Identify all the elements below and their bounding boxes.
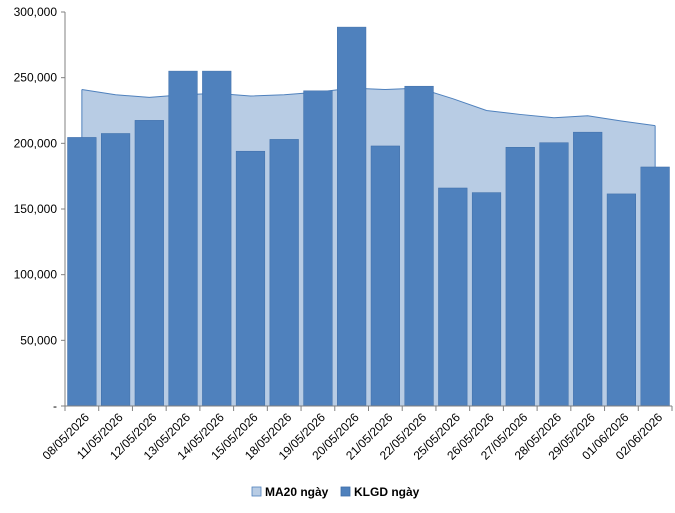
bar-14/05/2026 (202, 70, 232, 407)
legend-label-ma20: MA20 ngày (265, 485, 329, 499)
y-tick-label: 100,000 (14, 268, 58, 282)
bar-20/05/2026 (337, 26, 367, 407)
bar-22/05/2026 (404, 85, 434, 407)
bar-27/05/2026 (505, 147, 535, 407)
ma20-area-fill (81, 88, 656, 406)
bar-11/05/2026 (101, 133, 131, 407)
legend-swatch-ma20 (251, 486, 262, 497)
bar-25/05/2026 (438, 187, 468, 407)
bar-19/05/2026 (303, 90, 333, 407)
y-tick-label: 250,000 (14, 71, 58, 85)
ma20-area-layer (81, 87, 656, 406)
bar-28/05/2026 (539, 142, 569, 407)
y-tick-label: 200,000 (14, 136, 58, 150)
bar-01/06/2026 (606, 193, 636, 407)
bar-21/05/2026 (370, 145, 400, 407)
legend-swatch-klgd (340, 486, 351, 497)
bar-29/05/2026 (573, 131, 603, 407)
y-tick-label: - (53, 399, 57, 413)
y-tick-label: 50,000 (20, 333, 57, 347)
bars-layer (67, 26, 670, 407)
legend-label-klgd: KLGD ngày (354, 485, 420, 499)
bar-18/05/2026 (269, 139, 299, 407)
bar-12/05/2026 (134, 120, 164, 407)
y-tick-label: 150,000 (14, 202, 58, 216)
legend: MA20 ngày KLGD ngày (251, 485, 420, 499)
bar-13/05/2026 (168, 70, 198, 407)
y-tick-label: 300,000 (14, 5, 58, 19)
bar-15/05/2026 (235, 150, 266, 407)
bar-08/05/2026 (67, 137, 97, 407)
bar-26/05/2026 (471, 192, 502, 407)
bar-02/06/2026 (640, 166, 670, 407)
